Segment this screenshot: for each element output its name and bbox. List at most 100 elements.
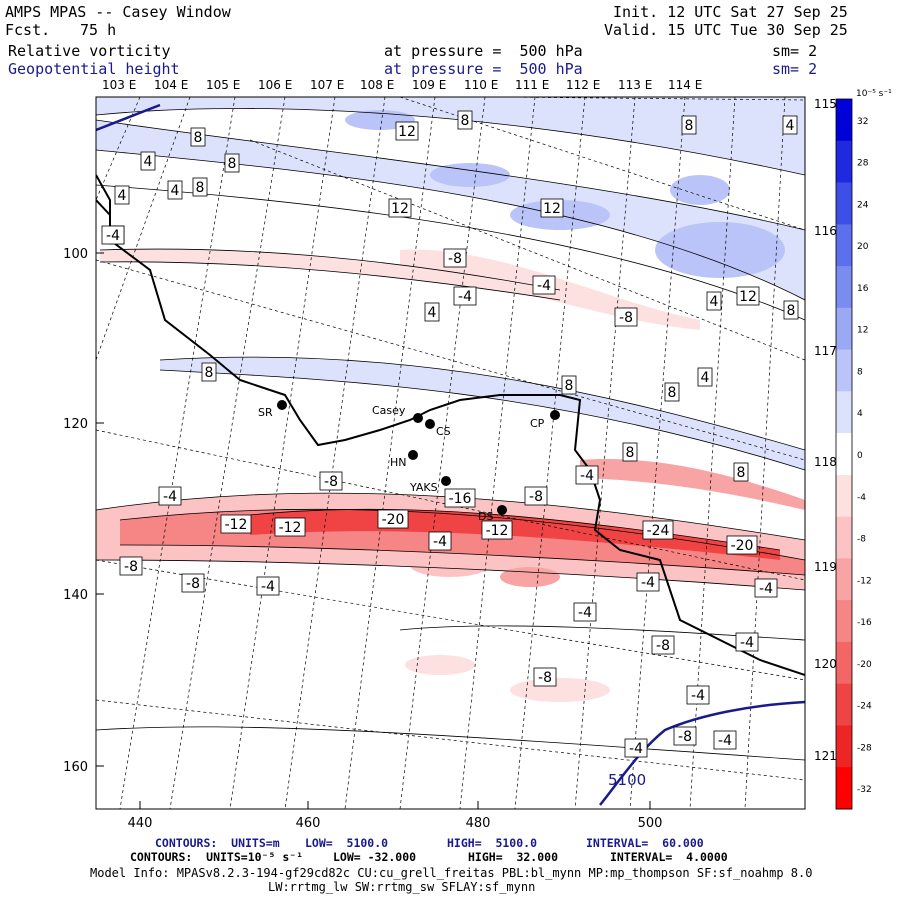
colorbar-level-label: -16 <box>857 618 872 628</box>
top-longitude-label: 103 E <box>102 78 137 92</box>
vorticity-contour-label: 12 <box>540 198 564 218</box>
vorticity-contour-label: 12 <box>388 198 412 218</box>
height-contour-5100 <box>599 700 805 806</box>
y-tick-label: 120 <box>63 417 88 432</box>
colorbar-segment <box>836 224 852 267</box>
colorbar-segment <box>836 516 852 559</box>
negative-vorticity-band <box>580 459 805 510</box>
vorticity-contour-label: -4 <box>735 632 759 652</box>
vorticity-contour-label: 12 <box>736 286 760 306</box>
svg-text:-8: -8 <box>448 251 462 267</box>
svg-text:8: 8 <box>461 113 470 129</box>
height-contour-label: 5100 <box>608 771 646 789</box>
field2-smoothing: sm= 2 <box>772 60 818 78</box>
vorticity-contour-label: 8 <box>733 462 749 482</box>
svg-text:-8: -8 <box>538 670 552 686</box>
vorticity-contour-label: 8 <box>201 362 217 382</box>
map-title: AMPS MPAS -- Casey Window <box>5 3 231 21</box>
vorticity-contour-label: -8 <box>119 556 143 576</box>
vorticity-contour-label: -20 <box>377 509 409 529</box>
height-contour-5100 <box>96 103 161 132</box>
svg-text:4: 4 <box>786 118 795 134</box>
vorticity-contour-label: -8 <box>319 471 343 491</box>
svg-text:-24: -24 <box>647 523 670 539</box>
station-cs: CS <box>425 419 451 438</box>
svg-text:-12: -12 <box>225 517 248 533</box>
vorticity-contour-label: 12 <box>395 121 419 141</box>
vorticity-contour-label: -24 <box>642 520 674 540</box>
vorticity-contour-label: 8 <box>783 300 799 320</box>
top-longitude-label: 108 E <box>360 78 395 92</box>
svg-text:-12: -12 <box>279 520 302 536</box>
field1-smoothing: sm= 2 <box>772 42 818 60</box>
colorbar-segment <box>836 600 852 643</box>
vorticity-contour-label: -4 <box>754 578 778 598</box>
svg-text:CP: CP <box>530 417 545 430</box>
footer-vorticity-interval: INTERVAL= 4.0000 <box>610 850 728 864</box>
positive-vorticity-band <box>96 97 805 175</box>
x-tick-label: 440 <box>128 816 153 831</box>
top-longitude-label: 104 E <box>154 78 189 92</box>
svg-text:-8: -8 <box>678 729 692 745</box>
colorbar-level-label: -28 <box>857 743 872 753</box>
top-longitude-label: 112 E <box>566 78 601 92</box>
vorticity-contour-label: -8 <box>651 635 675 655</box>
field1-level: at pressure = 500 hPa <box>384 42 583 60</box>
svg-text:-4: -4 <box>759 581 773 597</box>
svg-text:12: 12 <box>398 124 416 140</box>
svg-text:-4: -4 <box>106 228 120 244</box>
svg-text:-4: -4 <box>458 289 472 305</box>
vorticity-contour-label: 8 <box>457 110 473 130</box>
vorticity-contour-label: -4 <box>256 576 280 596</box>
vorticity-contour-label: -12 <box>274 517 306 537</box>
colorbar-segment <box>836 182 852 225</box>
top-longitude-label: 113 E <box>618 78 653 92</box>
colorbar-segment <box>836 266 852 309</box>
vorticity-contour-label: 8 <box>681 115 697 135</box>
vorticity-contour-label: 8 <box>622 442 638 462</box>
vorticity-contour-label: -4 <box>453 286 477 306</box>
vorticity-contour-label: -4 <box>573 602 597 622</box>
svg-text:-8: -8 <box>186 576 200 592</box>
svg-text:4: 4 <box>118 188 127 204</box>
svg-text:8: 8 <box>228 156 237 172</box>
colorbar-level-label: -8 <box>857 535 866 545</box>
svg-text:SR: SR <box>258 406 273 419</box>
svg-text:-16: -16 <box>449 491 472 507</box>
svg-text:-4: -4 <box>691 688 705 704</box>
station-sr: SR <box>258 400 287 419</box>
svg-text:8: 8 <box>194 130 203 146</box>
vorticity-contour-label: -20 <box>726 535 758 555</box>
vorticity-contour-label: -4 <box>158 486 182 506</box>
svg-text:8: 8 <box>685 118 694 134</box>
colorbar-segment <box>836 391 852 434</box>
vorticity-contour-label: -4 <box>636 572 660 592</box>
footer-vorticity-low: LOW= -32.000 <box>333 850 417 864</box>
init-time: Init. 12 UTC Sat 27 Sep 25 <box>613 3 848 21</box>
top-longitude-label: 110 E <box>464 78 499 92</box>
vorticity-contour-label: 4 <box>167 180 183 200</box>
colorbar-level-label: 28 <box>857 159 869 169</box>
colorbar-segment <box>836 558 852 601</box>
vorticity-contour-label: -4 <box>575 465 599 485</box>
svg-text:4: 4 <box>144 154 153 170</box>
vorticity-contour-label: -16 <box>444 488 476 508</box>
colorbar-segment <box>836 349 852 392</box>
svg-text:-4: -4 <box>537 278 551 294</box>
vorticity-contour-label: 8 <box>192 177 208 197</box>
vorticity-contour-label: -4 <box>101 225 125 245</box>
svg-text:8: 8 <box>196 180 205 196</box>
colorbar-level-label: 4 <box>857 409 863 419</box>
footer-model-info: Model Info: MPASv8.2.3-194-gf29cd82c CU:… <box>90 866 813 880</box>
top-longitude-label: 111 E <box>515 78 550 92</box>
svg-text:-4: -4 <box>578 605 592 621</box>
colorbar-level-label: -12 <box>857 576 872 586</box>
colorbar-segment <box>836 307 852 351</box>
vorticity-contour-label: 8 <box>561 375 577 395</box>
colorbar-level-label: 16 <box>857 284 869 294</box>
footer-height-interval: INTERVAL= 60.000 <box>586 836 704 850</box>
vorticity-contour-label: 4 <box>706 291 722 311</box>
x-tick-label: 480 <box>466 816 491 831</box>
coastline <box>96 174 805 676</box>
